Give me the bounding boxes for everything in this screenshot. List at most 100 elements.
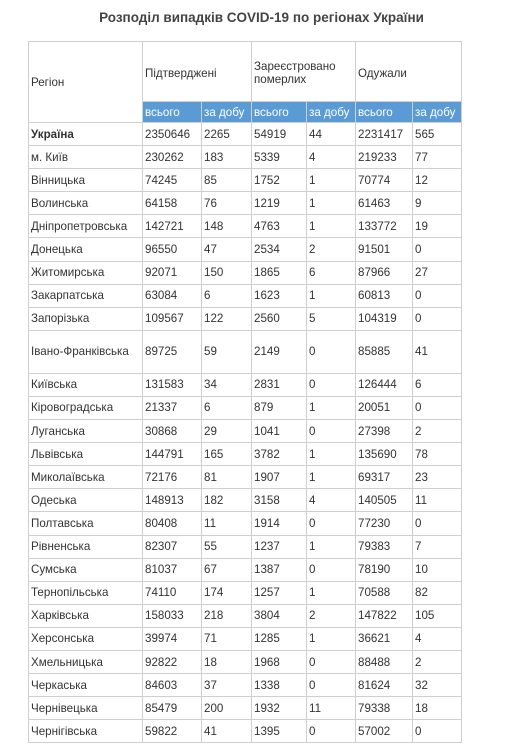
cell-region: Івано-Франківська: [28, 329, 143, 374]
cell-confirmed-total: 59822: [142, 719, 202, 744]
cell-confirmed-per-day: 37: [201, 673, 252, 698]
cell-recovered-per-day: 0: [412, 719, 462, 744]
cell-deaths-total: 879: [251, 395, 307, 421]
cell-confirmed-per-day: 183: [201, 145, 252, 170]
cell-confirmed-per-day: 67: [201, 557, 252, 582]
table-header-row: Регіон Підтверджені Зареєстровано померл…: [28, 41, 462, 123]
cell-deaths-total: 1257: [251, 580, 307, 605]
cell-recovered-total: 70774: [355, 168, 413, 193]
cell-confirmed-per-day: 218: [201, 603, 252, 628]
cell-recovered-per-day: 78: [412, 442, 462, 467]
covid-region-table: Регіон Підтверджені Зареєстровано померл…: [28, 41, 462, 744]
cell-recovered-per-day: 7: [412, 534, 462, 559]
cell-confirmed-total: 74110: [142, 580, 202, 605]
cell-recovered-per-day: 11: [412, 488, 462, 513]
cell-deaths-per-day: 0: [306, 329, 356, 374]
cell-region: Черкаська: [28, 673, 143, 698]
cell-deaths-per-day: 0: [306, 372, 356, 397]
cell-confirmed-total: 72176: [142, 465, 202, 490]
cell-recovered-total: 27398: [355, 419, 413, 444]
header-region: Регіон: [28, 41, 143, 123]
cell-recovered-per-day: 12: [412, 168, 462, 193]
cell-recovered-total: 36621: [355, 626, 413, 651]
table-row: Запорізька 109567 122 2560 5 104319 0: [28, 306, 462, 331]
cell-recovered-total: 69317: [355, 465, 413, 490]
cell-region: Львівська: [28, 442, 143, 467]
cell-confirmed-per-day: 34: [201, 372, 252, 397]
cell-region: Житомирська: [28, 260, 143, 285]
cell-deaths-per-day: 5: [306, 306, 356, 331]
cell-confirmed-per-day: 71: [201, 626, 252, 651]
cell-recovered-total: 78190: [355, 557, 413, 582]
table-row: Херсонська 39974 71 1285 1 36621 4: [28, 626, 462, 651]
table-row: Житомирська 92071 150 1865 6 87966 27: [28, 260, 462, 285]
cell-recovered-per-day: 4: [412, 626, 462, 651]
cell-deaths-total: 1865: [251, 260, 307, 285]
cell-confirmed-total: 81037: [142, 557, 202, 582]
cell-deaths-per-day: 1: [306, 214, 356, 239]
subheader-confirmed-per-day: за добу: [201, 101, 252, 123]
cell-deaths-total: 3782: [251, 442, 307, 467]
cell-recovered-total: 219233: [355, 145, 413, 170]
cell-confirmed-per-day: 150: [201, 260, 252, 285]
cell-confirmed-per-day: 55: [201, 534, 252, 559]
cell-deaths-total: 1041: [251, 419, 307, 444]
cell-region: Полтавська: [28, 511, 143, 536]
cell-deaths-total: 2534: [251, 237, 307, 262]
cell-recovered-total: 88488: [355, 649, 413, 675]
cell-deaths-per-day: 11: [306, 696, 356, 721]
cell-deaths-total: 1752: [251, 168, 307, 193]
table-row: Хмельницька 92822 18 1968 0 88488 2: [28, 649, 462, 675]
table-row: Луганська 30868 29 1041 0 27398 2: [28, 419, 462, 444]
cell-deaths-total: 1907: [251, 465, 307, 490]
cell-confirmed-per-day: 59: [201, 329, 252, 374]
table-row: Миколаївська 72176 81 1907 1 69317 23: [28, 465, 462, 490]
cell-confirmed-total: 89725: [142, 329, 202, 374]
page-title: Розподіл випадків COVID-19 по регіонах У…: [99, 10, 424, 25]
cell-deaths-per-day: 1: [306, 283, 356, 308]
cell-region: Вінницька: [28, 168, 143, 193]
table-row: Донецька 96550 47 2534 2 91501 0: [28, 237, 462, 262]
cell-confirmed-total: 64158: [142, 191, 202, 216]
cell-region: Кіровоградська: [28, 395, 143, 421]
cell-deaths-total: 3804: [251, 603, 307, 628]
cell-confirmed-per-day: 174: [201, 580, 252, 605]
cell-deaths-total: 2560: [251, 306, 307, 331]
cell-recovered-total: 133772: [355, 214, 413, 239]
cell-recovered-per-day: 18: [412, 696, 462, 721]
table-row: Волинська 64158 76 1219 1 61463 9: [28, 191, 462, 216]
cell-deaths-per-day: 2: [306, 603, 356, 628]
cell-region: Харківська: [28, 603, 143, 628]
cell-deaths-total: 5339: [251, 145, 307, 170]
header-recovered: Одужали: [355, 41, 462, 102]
cell-confirmed-total: 144791: [142, 442, 202, 467]
cell-deaths-total: 1932: [251, 696, 307, 721]
cell-deaths-total: 1338: [251, 673, 307, 698]
cell-deaths-per-day: 0: [306, 419, 356, 444]
cell-deaths-per-day: 0: [306, 511, 356, 536]
cell-region: м. Київ: [28, 145, 143, 170]
cell-deaths-total: 2831: [251, 372, 307, 397]
cell-recovered-per-day: 0: [412, 511, 462, 536]
cell-confirmed-total: 39974: [142, 626, 202, 651]
cell-recovered-per-day: 0: [412, 306, 462, 331]
cell-recovered-per-day: 0: [412, 237, 462, 262]
cell-deaths-total: 1914: [251, 511, 307, 536]
header-deaths: Зареєстровано померлих: [251, 41, 356, 102]
cell-confirmed-total: 85479: [142, 696, 202, 721]
cell-region: Миколаївська: [28, 465, 143, 490]
cell-confirmed-total: 21337: [142, 395, 202, 421]
cell-recovered-per-day: 23: [412, 465, 462, 490]
cell-recovered-total: 135690: [355, 442, 413, 467]
table-row: Рівненська 82307 55 1237 1 79383 7: [28, 534, 462, 559]
cell-deaths-total: 1968: [251, 649, 307, 675]
cell-recovered-total: 77230: [355, 511, 413, 536]
cell-deaths-total: 1237: [251, 534, 307, 559]
cell-deaths-total: 4763: [251, 214, 307, 239]
table-row: Тернопільська 74110 174 1257 1 70588 82: [28, 580, 462, 605]
table-row: Чернівецька 85479 200 1932 11 79338 18: [28, 696, 462, 721]
cell-recovered-per-day: 27: [412, 260, 462, 285]
cell-confirmed-total: 142721: [142, 214, 202, 239]
table-row: Київська 131583 34 2831 0 126444 6: [28, 372, 462, 397]
cell-confirmed-per-day: 29: [201, 419, 252, 444]
